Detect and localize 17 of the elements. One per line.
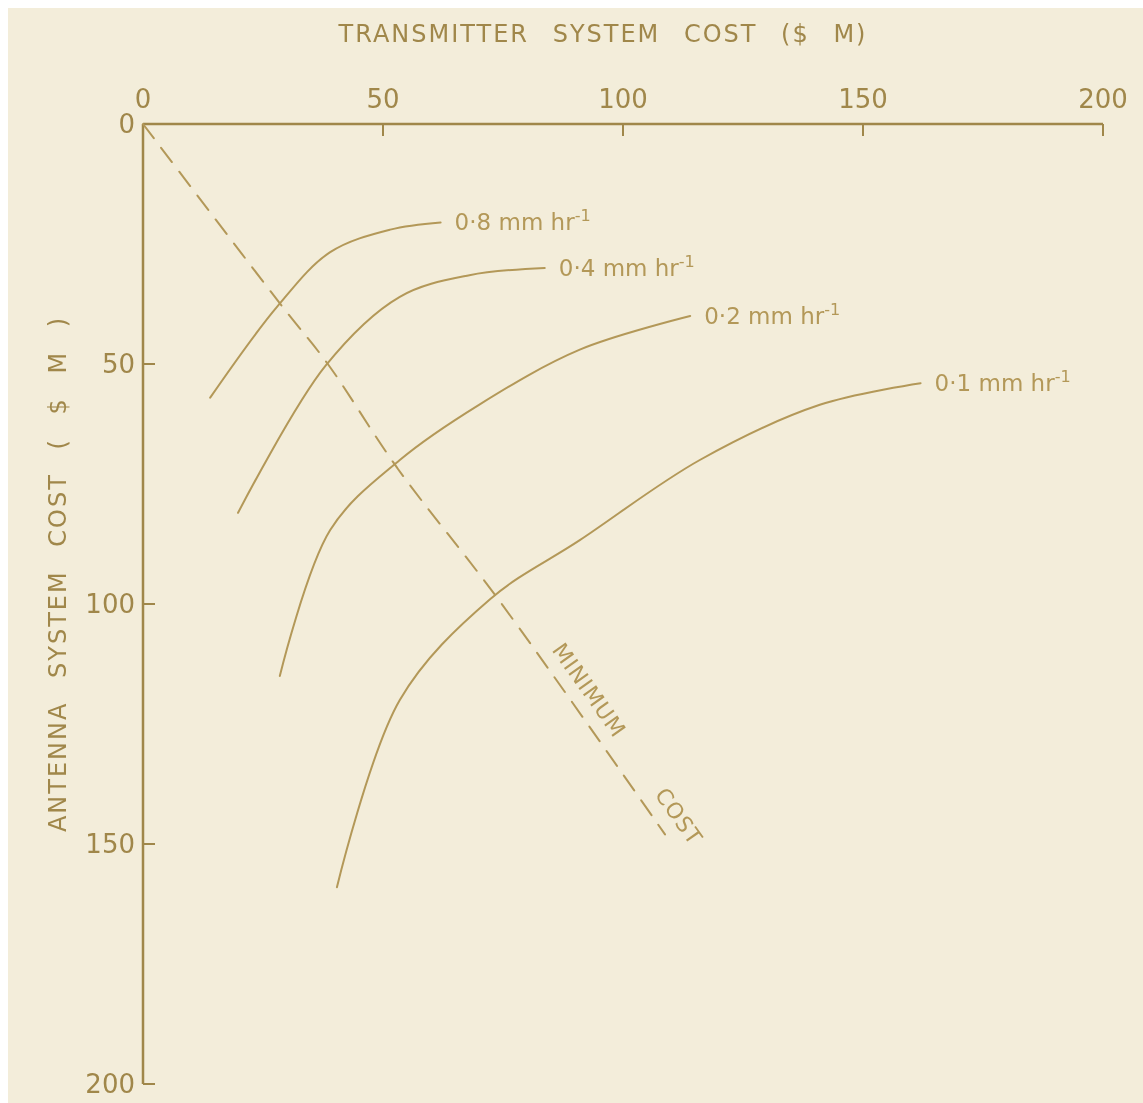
- series-label: 0·2 mm hr$^{-1}$: [704, 299, 841, 329]
- y-tick-label: 100: [85, 589, 135, 619]
- x-tick-label: 150: [838, 84, 888, 114]
- y-tick-label: 50: [101, 349, 135, 379]
- x-tick-label: 100: [598, 84, 648, 114]
- x-tick-label: 200: [1078, 84, 1128, 114]
- x-axis-title: TRANSMITTER SYSTEM COST ($ M): [337, 20, 868, 48]
- x-tick-label: 50: [366, 84, 400, 114]
- line-series: [209, 221, 442, 399]
- y-tick-label: 0: [118, 109, 135, 139]
- y-tick-label: 200: [85, 1069, 135, 1099]
- line-series: [237, 267, 546, 514]
- y-tick-label: 150: [85, 829, 135, 859]
- series-label: 0·8 mm hr$^{-1}$: [454, 205, 591, 236]
- series-label: 0·1 mm hr$^{-1}$: [934, 366, 1071, 397]
- series-label: 0·4 mm hr$^{-1}$: [558, 251, 695, 281]
- y-axis-title: ANTENNA SYSTEM COST ( $ M ): [44, 315, 72, 833]
